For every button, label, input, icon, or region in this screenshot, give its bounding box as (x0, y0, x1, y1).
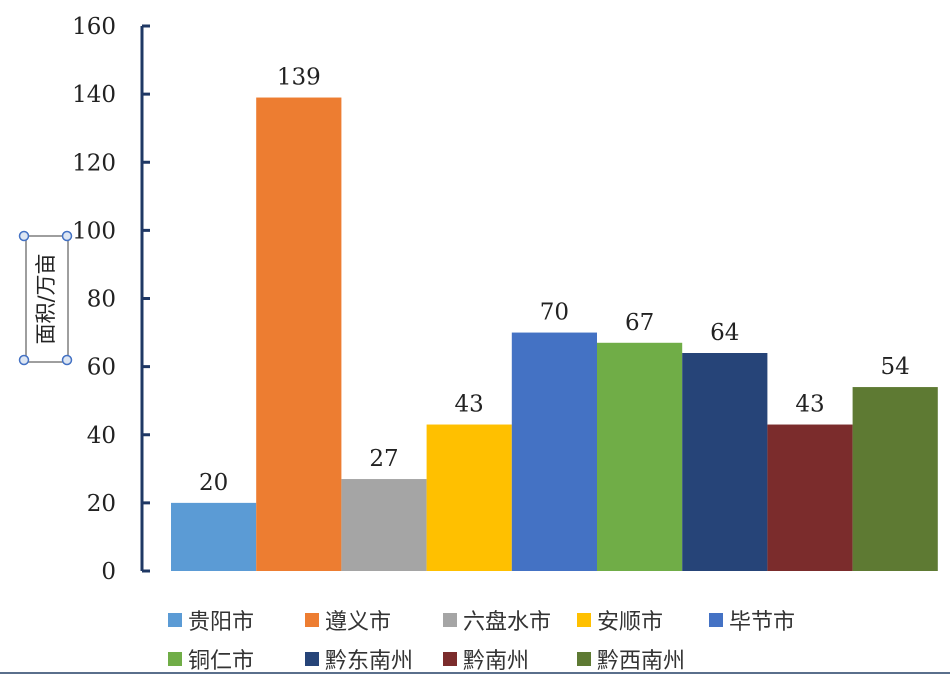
legend-label: 铜仁市 (188, 649, 254, 674)
resize-handle-bottom-left[interactable] (18, 354, 30, 366)
legend-swatch (305, 652, 319, 666)
bar-9[interactable] (852, 387, 938, 571)
y-tick-label: 160 (72, 14, 116, 40)
y-axis-title: 面积/万亩 (34, 253, 58, 344)
legend-label: 遵义市 (325, 610, 391, 635)
legend-swatch (168, 652, 182, 666)
y-axis-title-frame (25, 235, 69, 363)
bar-5[interactable] (511, 332, 597, 571)
bars-group (171, 97, 938, 571)
legend-item-2[interactable]: 遵义市 (305, 610, 391, 635)
legend-label: 毕节市 (729, 610, 795, 635)
legend-item-5[interactable]: 毕节市 (709, 610, 795, 635)
legend-item-7[interactable]: 黔东南州 (305, 649, 413, 674)
data-label-3: 27 (369, 446, 398, 472)
data-labels-group: 20 139 27 43 70 67 64 43 54 (199, 65, 910, 496)
legend-swatch (577, 652, 591, 666)
y-tick-label: 40 (87, 423, 116, 449)
y-tick-label: 120 (72, 150, 116, 176)
bar-6[interactable] (597, 342, 683, 571)
data-label-7: 64 (710, 320, 739, 346)
legend-swatch (709, 613, 723, 627)
y-axis: 0 20 40 60 80 100 120 140 160 (72, 14, 150, 585)
y-tick-label: 100 (72, 218, 116, 244)
resize-handle-top-right[interactable] (61, 230, 73, 242)
bar-8[interactable] (767, 424, 853, 571)
data-label-9: 54 (881, 354, 910, 380)
data-label-4: 43 (455, 392, 484, 418)
legend-item-3[interactable]: 六盘水市 (443, 610, 551, 635)
data-label-8: 43 (795, 392, 824, 418)
y-tick-label: 0 (101, 559, 116, 585)
data-label-5: 70 (540, 300, 569, 326)
legend-swatch (443, 652, 457, 666)
bar-2[interactable] (256, 97, 342, 571)
legend-swatch (168, 613, 182, 627)
y-tick-label: 60 (87, 355, 116, 381)
y-axis-title-box[interactable]: 面积/万亩 (18, 230, 73, 366)
resize-handle-top-left[interactable] (18, 230, 30, 242)
legend-item-4[interactable]: 安顺市 (577, 610, 663, 635)
bar-7[interactable] (682, 353, 768, 571)
bar-1[interactable] (171, 502, 257, 571)
legend-item-1[interactable]: 贵阳市 (168, 610, 254, 635)
legend-label: 黔西南州 (597, 649, 685, 674)
legend-label: 贵阳市 (188, 610, 254, 635)
legend-item-9[interactable]: 黔西南州 (577, 649, 685, 674)
data-label-1: 20 (199, 470, 228, 496)
legend-swatch (305, 613, 319, 627)
y-tick-label: 20 (87, 491, 116, 517)
legend-swatch (577, 613, 591, 627)
y-tick-label: 80 (87, 287, 116, 313)
legend-label: 安顺市 (597, 610, 663, 635)
bar-4[interactable] (426, 424, 512, 571)
legend-label: 黔东南州 (325, 649, 413, 674)
data-label-6: 67 (625, 310, 654, 336)
legend-item-6[interactable]: 铜仁市 (168, 649, 254, 674)
legend-label: 六盘水市 (463, 610, 551, 635)
y-tick-label: 140 (72, 82, 116, 108)
bar-3[interactable] (341, 479, 427, 571)
legend-item-8[interactable]: 黔南州 (443, 649, 529, 674)
legend-swatch (443, 613, 457, 627)
legend-label: 黔南州 (463, 649, 529, 674)
data-label-2: 139 (277, 65, 321, 91)
resize-handle-bottom-right[interactable] (61, 354, 73, 366)
